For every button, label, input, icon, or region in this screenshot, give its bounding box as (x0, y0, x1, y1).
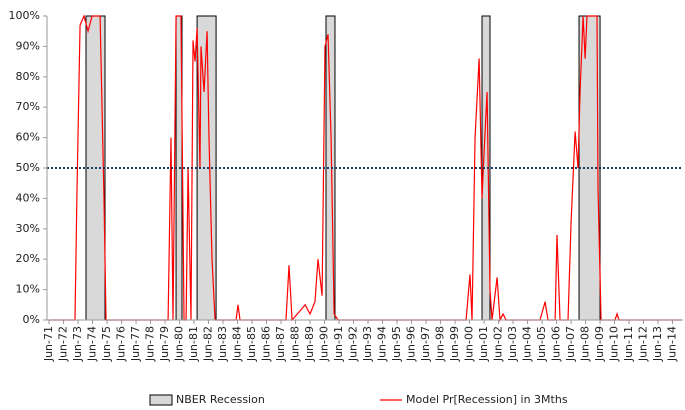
x-tick-label: Jun-13 (651, 326, 664, 362)
legend-label: Model Pr[Recession] in 3Mths (406, 393, 568, 406)
y-tick-label: 40% (16, 191, 40, 204)
x-tick-label: Jun-06 (550, 326, 563, 362)
x-tick-label: Jun-74 (86, 326, 99, 362)
x-tick-label: Jun-87 (274, 326, 287, 362)
y-tick-label: 90% (16, 39, 40, 52)
x-tick-label: Jun-00 (463, 326, 476, 362)
x-tick-label: Jun-88 (289, 326, 302, 362)
x-tick-label: Jun-97 (419, 326, 432, 362)
x-tick-label: Jun-98 (434, 326, 447, 362)
y-tick-label: 50% (16, 161, 40, 174)
x-tick-label: Jun-07 (564, 326, 577, 362)
x-tick-label: Jun-92 (347, 326, 360, 362)
x-tick-label: Jun-02 (492, 326, 505, 362)
x-tick-label: Jun-12 (637, 326, 650, 362)
x-tick-label: Jun-08 (579, 326, 592, 362)
x-tick-label: Jun-78 (144, 326, 157, 362)
y-tick-label: 80% (16, 70, 40, 83)
x-tick-label: Jun-09 (593, 326, 606, 362)
x-tick-label: Jun-75 (100, 326, 113, 362)
x-tick-label: Jun-93 (361, 326, 374, 362)
x-tick-label: Jun-91 (332, 326, 345, 362)
probability-line (49, 14, 682, 323)
legend-swatch (149, 394, 173, 406)
x-tick-label: Jun-14 (666, 326, 679, 362)
y-tick-label: 0% (23, 313, 40, 326)
x-tick-label: Jun-85 (245, 326, 258, 362)
x-tick-label: Jun-79 (158, 326, 171, 362)
x-tick-label: Jun-82 (202, 326, 215, 362)
y-tick-label: 20% (16, 252, 40, 265)
x-tick-label: Jun-94 (376, 326, 389, 362)
x-tick-label: Jun-90 (318, 326, 331, 362)
x-tick-label: Jun-83 (216, 326, 229, 362)
x-tick-label: Jun-71 (42, 326, 55, 362)
x-tick-label: Jun-95 (390, 326, 403, 362)
x-tick-label: Jun-81 (187, 326, 200, 362)
x-tick-label: Jun-11 (622, 326, 635, 362)
y-tick-label: 10% (16, 283, 40, 296)
x-tick-label: Jun-03 (506, 326, 519, 362)
x-tick-label: Jun-99 (448, 326, 461, 362)
x-tick-label: Jun-72 (57, 326, 70, 362)
x-tick-label: Jun-73 (71, 326, 84, 362)
x-tick-label: Jun-05 (535, 326, 548, 362)
x-tick-label: Jun-10 (608, 326, 621, 362)
x-tick-label: Jun-77 (129, 326, 142, 362)
x-tick-label: Jun-76 (115, 326, 128, 362)
x-tick-label: Jun-01 (477, 326, 490, 362)
x-tick-label: Jun-80 (173, 326, 186, 362)
x-tick-label: Jun-96 (405, 326, 418, 362)
legend-label: NBER Recession (176, 393, 265, 406)
y-tick-label: 70% (16, 100, 40, 113)
y-tick-label: 30% (16, 222, 40, 235)
x-tick-label: Jun-89 (303, 326, 316, 362)
y-tick-label: 100% (9, 9, 40, 22)
x-tick-label: Jun-04 (521, 326, 534, 362)
x-tick-label: Jun-86 (260, 326, 273, 362)
x-tick-label: Jun-84 (231, 326, 244, 362)
y-tick-label: 60% (16, 131, 40, 144)
